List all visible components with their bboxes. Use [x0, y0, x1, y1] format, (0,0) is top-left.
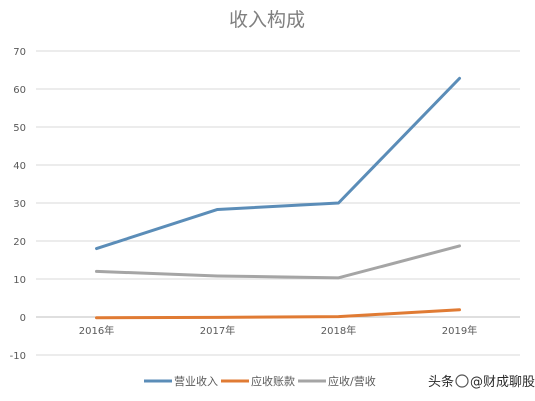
series-line: [95, 76, 461, 251]
legend: 营业收入 应收账款 应收/营收: [144, 374, 376, 388]
y-tick-label: -10: [10, 351, 26, 362]
y-tick-label: 20: [13, 237, 26, 248]
watermark-text-1: 头条: [428, 374, 454, 390]
y-tick-label: 40: [13, 161, 26, 172]
series-lines: [95, 76, 461, 320]
legend-label: 营业收入: [174, 374, 218, 388]
series-line: [95, 308, 461, 320]
y-tick-label: 10: [13, 275, 26, 286]
y-tick-label: 50: [13, 123, 26, 134]
y-tick-label: 60: [13, 85, 26, 96]
legend-label: 应收账款: [251, 374, 295, 388]
series-line: [95, 244, 461, 280]
y-axis: -10 0 10 20 30 40 50 60 70: [10, 47, 26, 362]
x-tick-label: 2018年: [321, 324, 356, 337]
watermark-at-icon: [455, 374, 469, 388]
x-axis: 2016年 2017年 2018年 2019年: [36, 316, 520, 337]
x-tick-label: 2017年: [200, 324, 235, 337]
y-tick-label: 70: [13, 47, 26, 58]
x-tick-label: 2019年: [442, 324, 477, 337]
y-tick-label: 30: [13, 199, 26, 210]
watermark-text-2: @财成聊股: [470, 375, 535, 390]
y-tick-label: 0: [20, 313, 26, 324]
legend-label: 应收/营收: [328, 374, 376, 388]
watermark: 头条 @财成聊股: [428, 374, 535, 390]
x-tick-label: 2016年: [79, 324, 114, 337]
chart-title: 收入构成: [229, 9, 305, 31]
